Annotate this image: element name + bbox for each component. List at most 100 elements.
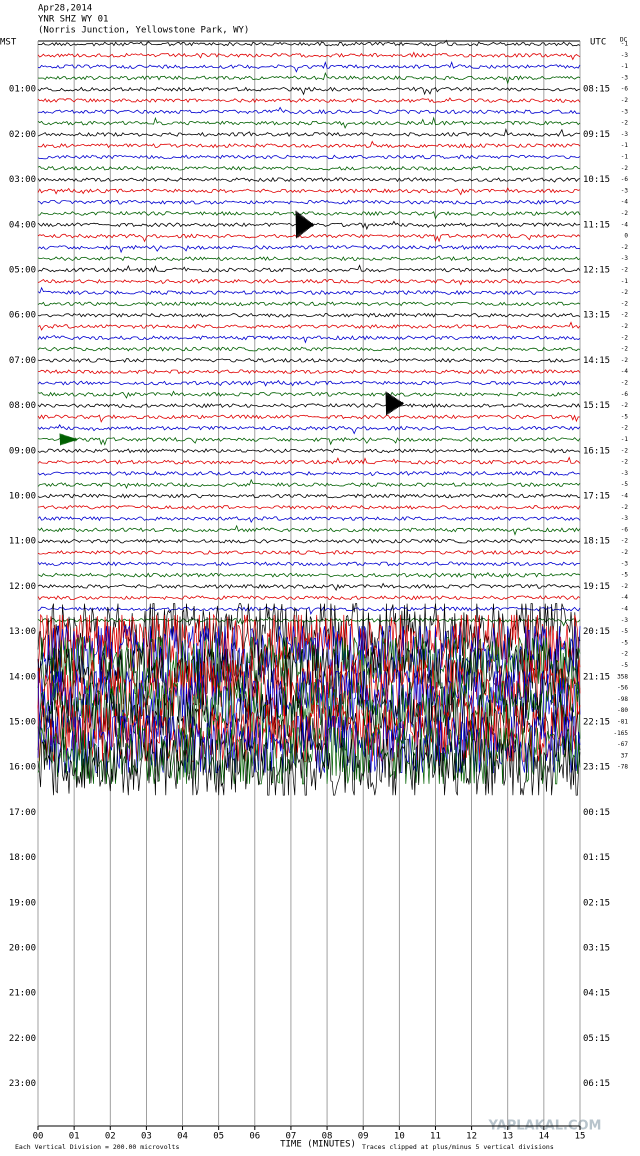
traces <box>37 39 581 796</box>
mst-hour: 06:00 <box>9 311 36 321</box>
trace <box>37 505 581 510</box>
trace <box>37 647 581 706</box>
dc-offset: 0 <box>624 233 628 240</box>
trace <box>37 437 581 446</box>
mst-hour: 16:00 <box>9 763 36 773</box>
trace <box>37 470 581 477</box>
dc-offset: -2 <box>621 459 629 466</box>
trace <box>37 456 581 465</box>
dc-offset: -2 <box>621 289 629 296</box>
utc-hour: 02:15 <box>583 898 610 908</box>
utc-hour: 19:15 <box>583 582 610 592</box>
trace <box>37 613 581 672</box>
dc-offset: -2 <box>621 210 629 217</box>
dc-offset: 37 <box>621 752 629 759</box>
utc-hour: 01:15 <box>583 853 610 863</box>
utc-hour: 22:15 <box>583 718 610 728</box>
utc-hour: 03:15 <box>583 944 610 954</box>
mst-hour: 08:00 <box>9 401 36 411</box>
right-label: UTC <box>590 38 606 48</box>
dc-offset: -1 <box>621 41 629 48</box>
event <box>59 433 78 446</box>
dc-offset: -3 <box>621 255 629 262</box>
mst-hour: 02:00 <box>9 130 36 140</box>
dc-offset: -2 <box>621 583 629 590</box>
trace <box>37 187 581 196</box>
dc-offset: -3 <box>621 74 629 81</box>
trace <box>37 561 580 567</box>
trace <box>37 255 581 262</box>
trace <box>37 606 581 615</box>
dc-offset: -98 <box>617 696 628 703</box>
trace <box>37 603 581 660</box>
minute-label: 08 <box>322 1132 333 1142</box>
trace <box>37 414 581 423</box>
dc-offset: -2 <box>621 97 629 104</box>
dc-offset: -3 <box>621 108 629 115</box>
utc-hour: 09:15 <box>583 130 610 140</box>
mst-hour: 04:00 <box>9 220 36 230</box>
mst-hour: 01:00 <box>9 85 36 95</box>
mst-hour: 20:00 <box>9 944 36 954</box>
utc-hour: 18:15 <box>583 537 610 547</box>
trace <box>37 165 581 171</box>
utc-hour: 14:15 <box>583 356 610 366</box>
trace <box>37 106 581 115</box>
utc-hour: 12:15 <box>583 266 610 276</box>
dc-offset: -3 <box>621 617 629 624</box>
dc-offset: -2 <box>621 549 629 556</box>
location: (Norris Junction, Yellowstone Park, WY) <box>38 26 249 36</box>
dc-offset: -1 <box>621 63 629 70</box>
dc-offset: -4 <box>621 606 629 613</box>
trace <box>37 538 581 544</box>
trace <box>37 369 581 375</box>
dc-offset: -6 <box>621 391 629 398</box>
trace <box>37 693 581 751</box>
trace <box>37 264 581 273</box>
dc-offset: -4 <box>621 221 629 228</box>
dc-offset: -4 <box>621 493 629 500</box>
minute-label: 09 <box>358 1132 369 1142</box>
utc-hour: 21:15 <box>583 672 610 682</box>
dc-offset: -2 <box>621 346 629 353</box>
minute-label: 07 <box>286 1132 297 1142</box>
dc-offset: -4 <box>621 199 629 206</box>
dc-offset: -2 <box>621 538 629 545</box>
trace <box>37 549 581 555</box>
minute-label: 03 <box>141 1132 152 1142</box>
footer-right: Traces clipped at plus/minus 5 vertical … <box>362 1143 554 1151</box>
dc-offset: -6 <box>621 526 629 533</box>
event <box>295 210 314 239</box>
minute-label: 13 <box>502 1132 513 1142</box>
minute-label: 02 <box>105 1132 116 1142</box>
dc-offset: -2 <box>621 402 629 409</box>
trace <box>37 128 581 137</box>
trace <box>37 346 581 352</box>
utc-hour: 16:15 <box>583 446 610 456</box>
dc-offset: -165 <box>614 730 629 737</box>
dc-offset: -3 <box>621 515 629 522</box>
utc-hour: 13:15 <box>583 311 610 321</box>
minute-label: 06 <box>249 1132 260 1142</box>
trace <box>37 403 581 409</box>
dc-offset: -5 <box>621 572 629 579</box>
trace <box>37 659 581 717</box>
trace <box>37 390 581 399</box>
trace <box>37 572 581 579</box>
trace <box>37 321 581 331</box>
dc-offset: -3 <box>621 131 629 138</box>
event <box>385 391 404 416</box>
utc-hour: 17:15 <box>583 492 610 502</box>
dc-offset: -5 <box>621 662 629 669</box>
x-axis-label: TIME (MINUTES) <box>280 1140 356 1150</box>
trace <box>37 61 581 73</box>
trace <box>37 71 581 85</box>
utc-hour: 23:15 <box>583 763 610 773</box>
trace <box>37 738 581 796</box>
mst-hour: 11:00 <box>9 537 36 547</box>
dc-offset: -6 <box>621 176 629 183</box>
dc-offset: -2 <box>621 425 629 432</box>
dc-offset: -4 <box>621 368 629 375</box>
